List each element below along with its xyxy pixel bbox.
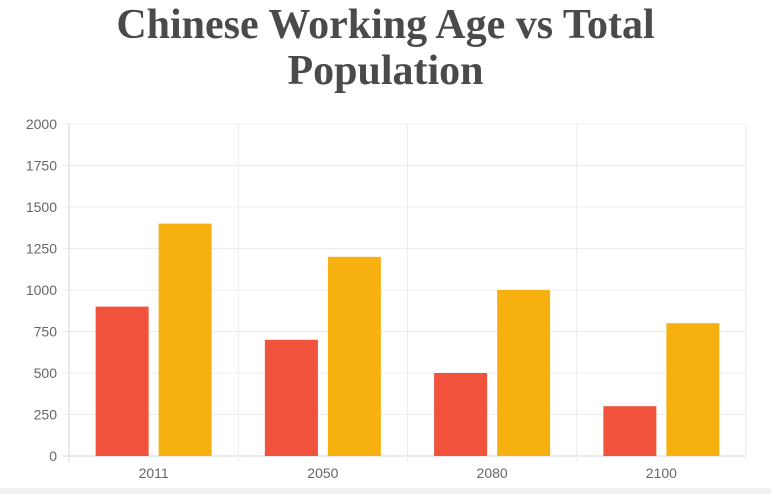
y-tick-label: 2000 [26,116,57,132]
bar-2011-series-1 [95,306,149,456]
bar-2080-series-1 [434,373,488,456]
bar-2080-series-2 [497,290,551,456]
bar-2011-series-2 [158,223,212,456]
y-tick-label: 1250 [26,241,57,257]
y-tick-label: 500 [34,365,58,381]
y-tick-label: 0 [49,448,57,464]
chart-title: Chinese Working Age vs Total Population [0,2,771,94]
y-tick-label: 1500 [26,199,57,215]
bottom-scroll-strip [0,488,771,494]
x-tick-label: 2100 [646,465,677,481]
x-tick-label: 2050 [307,465,338,481]
bar-2100-series-2 [666,323,720,456]
y-tick-label: 750 [34,324,58,340]
y-tick-label: 250 [34,407,58,423]
x-tick-label: 2011 [139,465,169,481]
x-tick-label: 2080 [477,465,508,481]
chart-title-line-1: Chinese Working Age vs Total [116,2,655,48]
y-tick-label: 1750 [26,158,57,174]
bar-2050-series-2 [327,256,381,456]
bar-2100-series-1 [603,406,657,456]
bar-2050-series-1 [264,339,318,456]
y-tick-label: 1000 [26,282,57,298]
chart-title-line-2: Population [287,48,484,94]
